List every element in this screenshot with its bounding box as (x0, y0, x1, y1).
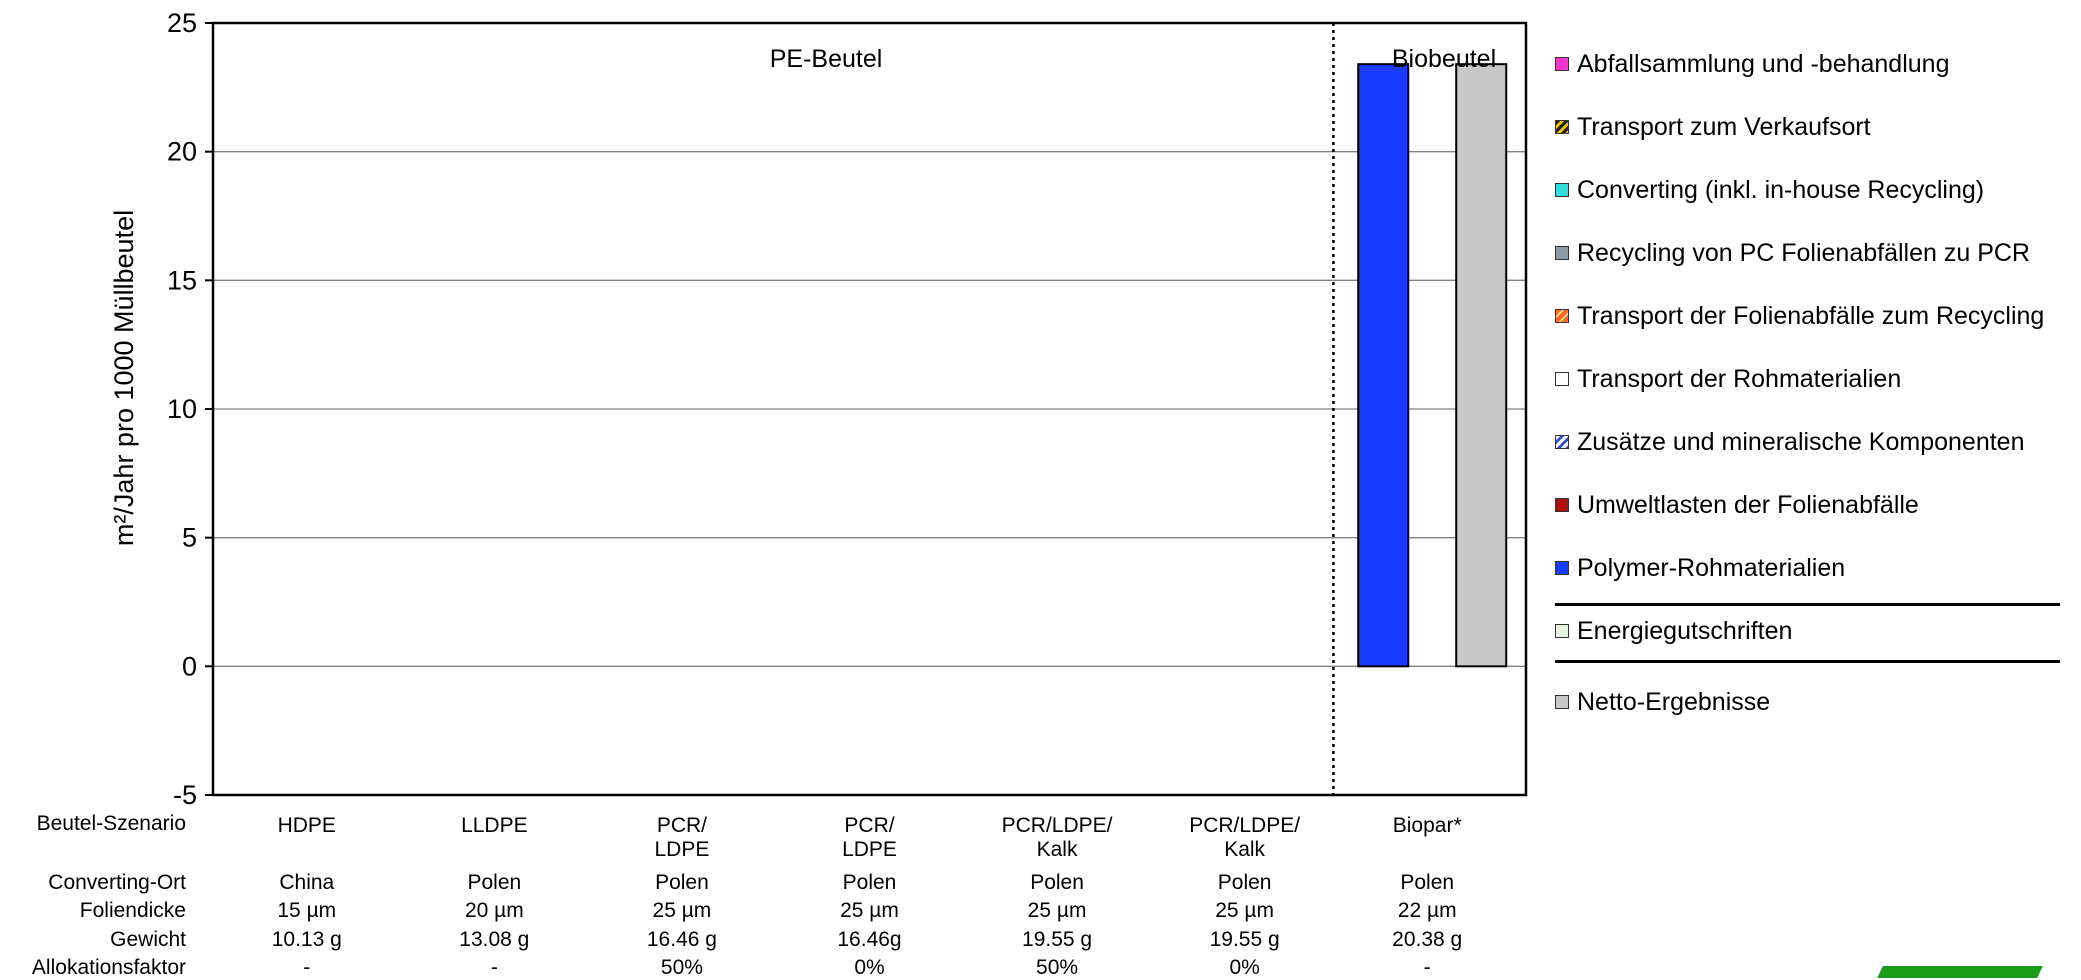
cell-name: LLDPE (461, 814, 528, 837)
cell-allokationsfaktor: - (1423, 956, 1431, 979)
cell-allokationsfaktor: - (303, 956, 311, 979)
legend-swatch (1555, 246, 1569, 260)
legend-label: Recycling von PC Folienabfällen zu PCR (1577, 238, 2030, 267)
legend-swatch (1555, 435, 1569, 449)
cell-name: HDPE (277, 814, 336, 837)
cell-name: Biopar* (1392, 814, 1462, 837)
legend-label: Polymer-Rohmaterialien (1577, 553, 1846, 582)
cell-foliendicke: 22 µm (1397, 899, 1457, 922)
cell-allokationsfaktor: 0% (1229, 956, 1260, 979)
bar-netto-ergebnisse (1455, 63, 1508, 668)
cell-gewicht: 16.46g (837, 928, 902, 951)
legend-label: Energiegutschriften (1577, 616, 1793, 645)
y-tick-label: 25 (167, 8, 197, 38)
row-label-converting-ort: Converting-Ort (48, 871, 186, 894)
cell-foliendicke: 25 µm (1027, 899, 1087, 922)
legend-swatch (1555, 624, 1569, 638)
legend-item: Energiegutschriften (1555, 616, 1792, 646)
cell-converting-ort: Polen (467, 871, 522, 894)
legend-swatch (1555, 309, 1569, 323)
cell-gewicht: 19.55 g (1209, 928, 1280, 951)
legend-swatch (1555, 57, 1569, 71)
cell-allokationsfaktor: - (490, 956, 498, 979)
y-tick-label: 20 (167, 137, 197, 167)
legend-item: Zusätze und mineralische Komponenten (1555, 427, 2025, 457)
row-label-gewicht: Gewicht (110, 928, 186, 951)
legend-label: Transport der Rohmaterialien (1577, 364, 1902, 393)
legend-label: Abfallsammlung und -behandlung (1577, 49, 1950, 78)
cell-name: PCR/ LDPE (842, 814, 897, 861)
cell-converting-ort: Polen (655, 871, 709, 894)
y-tick-label: -5 (173, 780, 197, 810)
legend-item: Transport der Folienabfälle zum Recyclin… (1555, 301, 2044, 331)
group-label-pe-beutel: PE-Beutel (770, 45, 883, 73)
y-tick-label: 10 (167, 394, 197, 424)
cell-converting-ort: Polen (1030, 871, 1084, 894)
row-label-allokationsfaktor: Allokationsfaktor (31, 956, 186, 979)
legend-item: Umweltlasten der Folienabfälle (1555, 490, 1919, 520)
cell-name: PCR/LDPE/ Kalk (1001, 814, 1113, 861)
cell-allokationsfaktor: 0% (854, 956, 885, 979)
cell-gewicht: 16.46 g (646, 928, 717, 951)
cell-allokationsfaktor: 50% (660, 956, 703, 979)
y-tick-label: 15 (167, 265, 197, 295)
legend-swatch (1555, 498, 1569, 512)
cell-foliendicke: 25 µm (652, 899, 712, 922)
legend-separator (1555, 660, 2060, 663)
cell-converting-ort: Polen (842, 871, 897, 894)
y-tick-label: 0 (182, 651, 197, 681)
legend-item: Netto-Ergebnisse (1555, 687, 1770, 717)
cell-foliendicke: 25 µm (840, 899, 899, 922)
cell-converting-ort: Polen (1400, 871, 1455, 894)
cell-converting-ort: Polen (1217, 871, 1272, 894)
legend-label: Transport zum Verkaufsort (1577, 112, 1871, 141)
legend-item: Converting (inkl. in-house Recycling) (1555, 175, 1984, 205)
legend-item: Polymer-Rohmaterialien (1555, 553, 1845, 583)
legend-separator (1555, 603, 2060, 606)
legend-swatch (1555, 372, 1569, 386)
brand-logo (1877, 966, 2043, 978)
cell-gewicht: 13.08 g (459, 928, 530, 951)
row-label-foliendicke: Foliendicke (79, 899, 186, 922)
legend-swatch (1555, 695, 1569, 709)
legend-swatch (1555, 120, 1569, 134)
legend-item: Recycling von PC Folienabfällen zu PCR (1555, 238, 2030, 268)
cell-gewicht: 10.13 g (271, 928, 342, 951)
legend-swatch (1555, 183, 1569, 197)
cell-name: PCR/LDPE/ Kalk (1189, 814, 1301, 861)
bar-polymer-rohmaterialien (1357, 63, 1410, 668)
legend-label: Umweltlasten der Folienabfälle (1577, 490, 1919, 519)
cell-foliendicke: 25 µm (1215, 899, 1275, 922)
legend-label: Zusätze und mineralische Komponenten (1577, 427, 2025, 456)
y-axis-label: m²/Jahr pro 1000 Müllbeutel (109, 210, 139, 546)
cell-name: PCR/ LDPE (654, 814, 710, 861)
y-tick-label: 5 (182, 523, 197, 553)
legend-label: Converting (inkl. in-house Recycling) (1577, 175, 1985, 204)
row-label-szenario: Beutel-Szenario (36, 812, 186, 835)
cell-allokationsfaktor: 50% (1036, 956, 1079, 979)
legend-item: Transport zum Verkaufsort (1555, 112, 1871, 142)
legend-item: Abfallsammlung und -behandlung (1555, 49, 1949, 79)
cell-converting-ort: China (279, 871, 335, 894)
cell-foliendicke: 20 µm (464, 899, 524, 922)
legend-label: Transport der Folienabfälle zum Recyclin… (1577, 301, 2045, 330)
legend-item: Transport der Rohmaterialien (1555, 364, 1901, 394)
legend-label: Netto-Ergebnisse (1577, 687, 1771, 716)
cell-foliendicke: 15 µm (277, 899, 337, 922)
group-label-biobeutel: Biobeutel (1392, 45, 1496, 73)
cell-gewicht: 20.38 g (1392, 928, 1463, 951)
cell-gewicht: 19.55 g (1022, 928, 1093, 951)
legend-swatch (1555, 561, 1569, 575)
